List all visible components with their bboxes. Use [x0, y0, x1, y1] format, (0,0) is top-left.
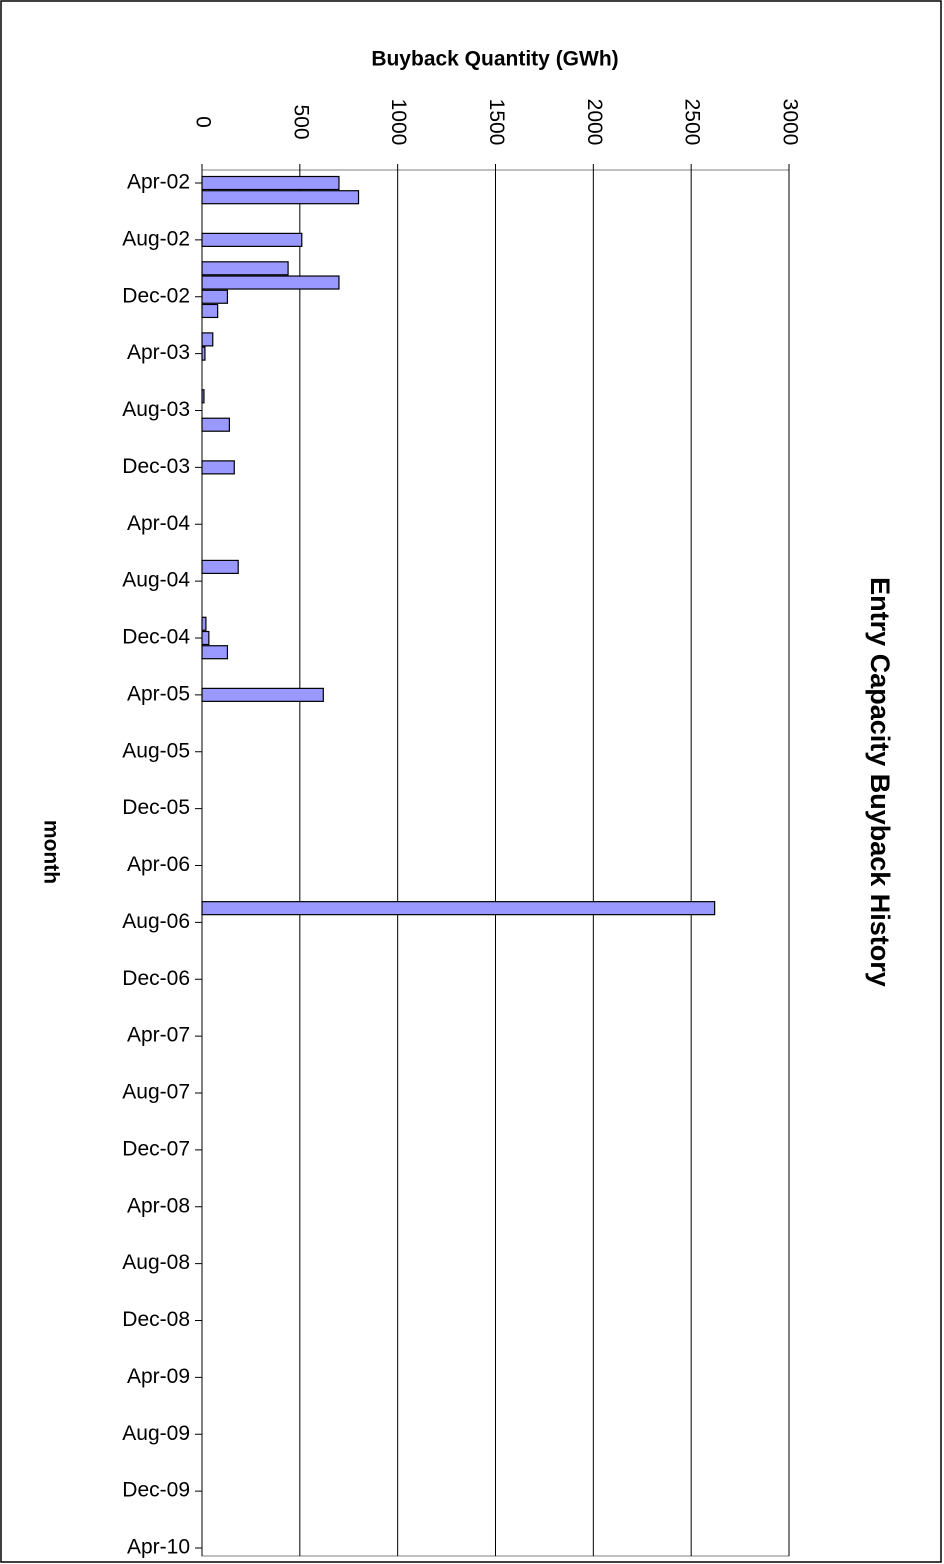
x-tick-label: 3000	[778, 99, 801, 146]
bar	[201, 687, 324, 702]
chart-title: Entry Capacity Buyback History	[865, 577, 895, 987]
y-tick-label: Apr-03	[127, 341, 190, 364]
bar	[201, 645, 229, 660]
bar	[201, 190, 360, 205]
y-tick-label: Dec-07	[122, 1137, 190, 1160]
y-tick-label: Apr-02	[127, 171, 190, 194]
bar	[201, 261, 289, 276]
bar	[201, 460, 235, 475]
y-tick-label: Aug-09	[122, 1422, 190, 1445]
y-tick-label: Dec-02	[122, 284, 190, 307]
bar	[201, 630, 210, 646]
y-tick-label: Aug-03	[122, 398, 190, 421]
y-tick-label: Dec-03	[122, 455, 190, 478]
y-tick-label: Aug-02	[122, 227, 190, 250]
x-tick-label: 1000	[387, 99, 410, 146]
y-tick-label: Apr-09	[127, 1365, 190, 1388]
bar	[201, 332, 214, 347]
bar	[201, 303, 219, 319]
bar	[201, 389, 205, 404]
x-tick-label: 2500	[681, 99, 704, 146]
y-tick-label: Apr-08	[127, 1194, 190, 1217]
y-tick-label: Aug-04	[122, 569, 190, 592]
y-tick-label: Aug-07	[122, 1081, 190, 1104]
bar	[201, 417, 230, 432]
bar	[201, 559, 239, 575]
bar	[201, 175, 340, 191]
y-tick-label: Apr-10	[127, 1536, 190, 1559]
y-tick-label: Apr-04	[127, 512, 190, 535]
x-tick-label: 1500	[485, 99, 508, 146]
x-tick-label: 0	[191, 116, 214, 128]
y-tick-label: Dec-06	[122, 967, 190, 990]
y-axis-title: month	[39, 820, 62, 884]
bar	[201, 346, 206, 361]
y-tick-label: Dec-04	[122, 626, 190, 649]
y-tick-label: Aug-06	[122, 910, 190, 933]
x-tick-label: 2000	[583, 99, 606, 146]
y-tick-label: Apr-05	[127, 682, 190, 705]
bar	[201, 289, 229, 304]
bar	[201, 901, 716, 916]
y-tick-label: Apr-07	[127, 1024, 190, 1047]
y-tick-label: Aug-08	[122, 1251, 190, 1274]
x-axis-title: Buyback Quantity (GWh)	[371, 48, 618, 71]
y-tick-label: Aug-05	[122, 739, 190, 762]
x-tick-label: 500	[289, 104, 312, 139]
bar	[201, 232, 303, 247]
bar	[201, 616, 207, 631]
y-tick-label: Dec-05	[122, 796, 190, 819]
y-tick-label: Dec-09	[122, 1479, 190, 1502]
y-tick-label: Dec-08	[122, 1308, 190, 1331]
bar	[201, 275, 340, 290]
y-tick-label: Apr-06	[127, 853, 190, 876]
